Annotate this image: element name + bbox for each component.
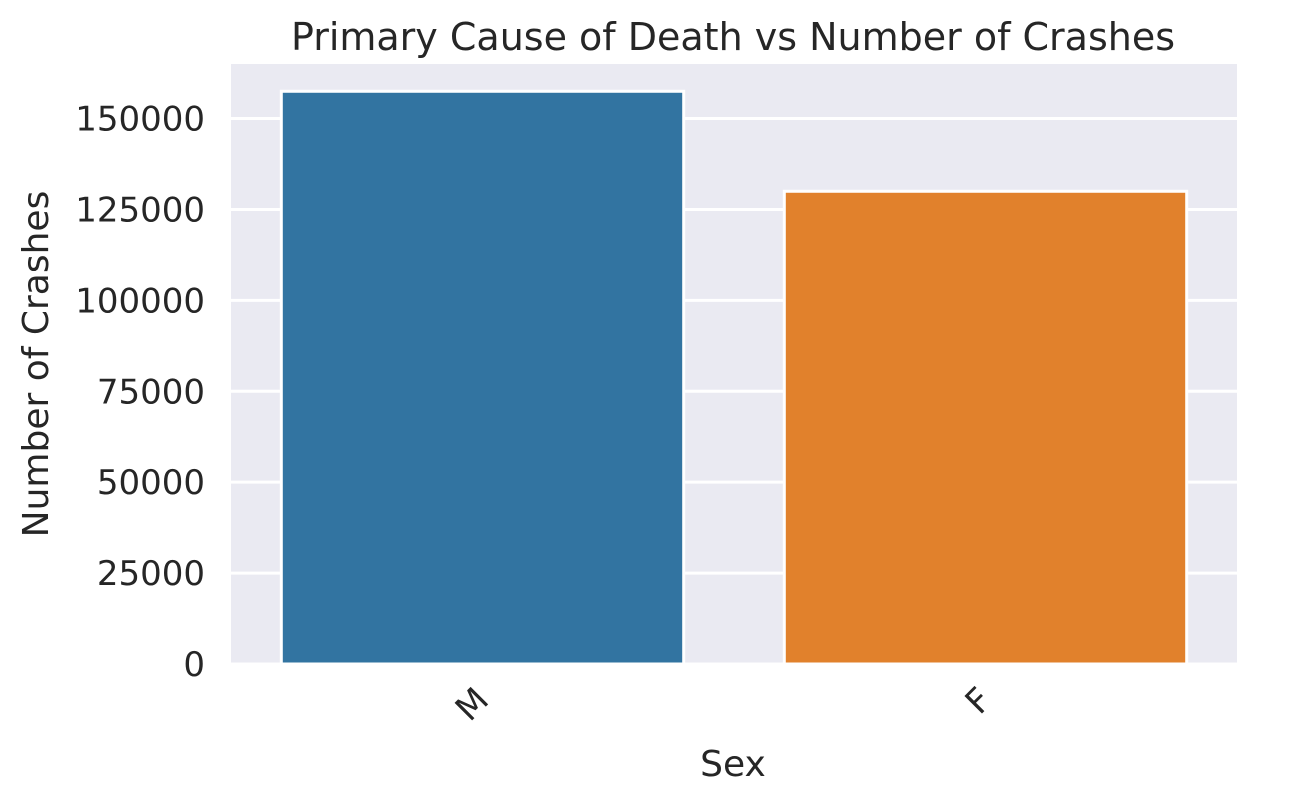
y-tick-label: 125000 bbox=[75, 190, 205, 230]
y-tick-label: 75000 bbox=[97, 372, 205, 412]
bar-f bbox=[782, 189, 1189, 666]
y-tick-label: 50000 bbox=[97, 463, 205, 503]
bars bbox=[279, 89, 1189, 666]
x-tick-label: M bbox=[448, 680, 497, 729]
y-tick-label: 150000 bbox=[75, 100, 205, 140]
y-axis-ticks: 0 25000 50000 75000 100000 125000 150000 bbox=[75, 100, 205, 685]
y-tick-label: 100000 bbox=[75, 281, 205, 321]
bar-m bbox=[279, 89, 686, 666]
chart-title: Primary Cause of Death vs Number of Cras… bbox=[291, 15, 1175, 59]
y-tick-label: 25000 bbox=[97, 554, 205, 594]
y-tick-label: 0 bbox=[183, 645, 205, 685]
x-tick-label: F bbox=[958, 680, 1000, 722]
x-axis-label: Sex bbox=[700, 744, 766, 785]
y-axis-label: Number of Crashes bbox=[16, 191, 57, 538]
